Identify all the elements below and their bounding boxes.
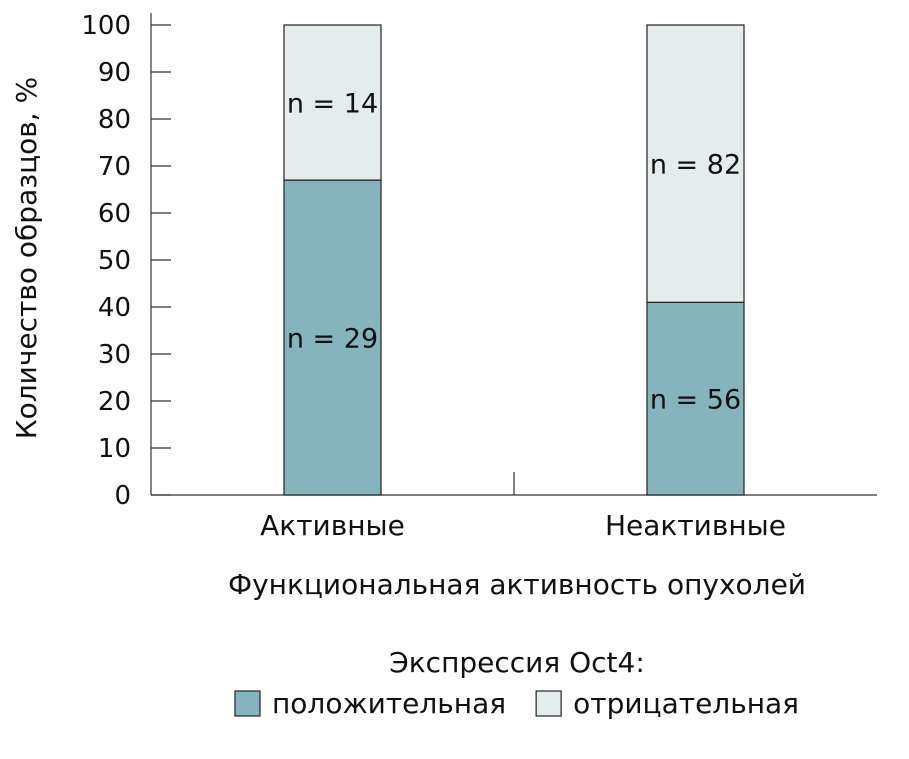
legend-swatch-positive [234,690,261,717]
y-tick-label: 90 [98,58,131,88]
bar-data-label: n = 29 [287,324,378,355]
bar-labels: n = 29 n = 14 n = 56 n = 82 [287,89,741,416]
y-tick-label: 10 [98,434,131,464]
y-tick-label: 50 [98,246,131,276]
y-tick-label: 100 [81,11,131,41]
bar-segment-negative [283,24,382,181]
bar-segment-positive [646,301,745,496]
bar-data-label: n = 14 [287,89,378,120]
bar-data-label: n = 82 [650,150,741,181]
y-tick-label: 70 [98,152,131,182]
y-axis-title: Количество образцов, % [10,77,43,439]
legend-item-label: положительная [272,687,506,720]
bar-data-label: n = 56 [650,385,741,416]
legend: положительная отрицательная [234,687,799,720]
category-label: Неактивные [605,509,786,542]
y-tick-label: 20 [98,387,131,417]
bar-segment-negative [646,24,745,303]
y-tick-label: 60 [98,199,131,229]
bars [283,24,745,496]
y-tick-label: 40 [98,293,131,323]
y-ticks: 0 10 20 30 40 50 60 70 80 90 100 [81,11,171,511]
bar-segment-positive [283,179,382,496]
category-label: Активные [260,509,405,542]
y-tick-label: 30 [98,340,131,370]
axes [150,13,877,496]
legend-swatch-negative [535,690,562,717]
legend-title: Экспрессия Oct4: [389,646,645,679]
x-axis-title: Функциональная активность опухолей [228,568,806,601]
y-tick-label: 0 [114,481,131,511]
y-tick-label: 80 [98,105,131,135]
legend-item-label: отрицательная [573,687,799,720]
category-labels: Активные Неактивные [260,509,786,542]
